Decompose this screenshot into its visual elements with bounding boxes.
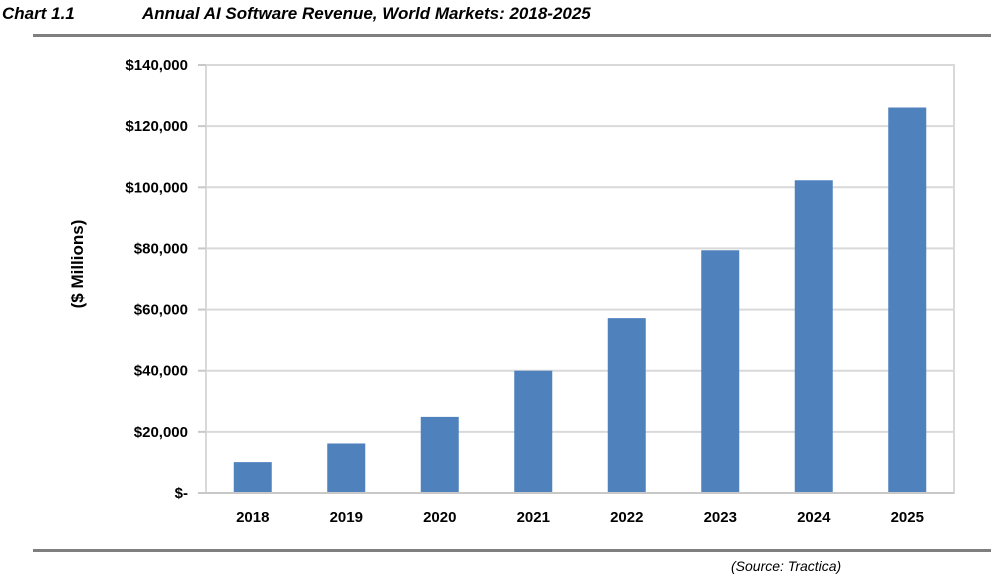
- y-tick-label: $100,000: [125, 179, 188, 196]
- bar-2023: [701, 250, 740, 493]
- bottom-divider: [33, 549, 991, 552]
- bar-2022: [607, 318, 646, 493]
- gridlines: [206, 64, 954, 433]
- y-tick-label: $40,000: [134, 363, 188, 380]
- y-tick-label: $120,000: [125, 118, 188, 135]
- x-tick-label: 2023: [704, 509, 737, 526]
- y-tick-label: $140,000: [125, 57, 188, 74]
- bar-2021: [514, 370, 553, 493]
- x-tick-label: 2025: [891, 509, 924, 526]
- x-tick-label: 2019: [330, 509, 363, 526]
- chart-number: Chart 1.1: [2, 4, 75, 23]
- bar-2025: [888, 107, 927, 493]
- plot-area-frame: [205, 64, 955, 494]
- top-divider: [33, 34, 991, 37]
- y-tick-label: $80,000: [134, 240, 188, 257]
- x-tick-label: 2022: [610, 509, 643, 526]
- y-tick-label: $-: [175, 485, 188, 502]
- x-tick-label: 2021: [517, 509, 550, 526]
- y-tick-label: $20,000: [134, 424, 188, 441]
- y-axis-ticks: $- $20,000 $40,000 $60,000 $80,000 $100,000 $1…: [125, 57, 206, 502]
- x-axis-ticks: 2018 2019 2020 2021 2022 2023 2024 2025: [236, 509, 924, 526]
- chart-title: Annual AI Software Revenue, World Market…: [142, 4, 591, 23]
- bar-2020: [420, 416, 459, 493]
- bar-2019: [327, 443, 366, 493]
- chart-header: Chart 1.1 Annual AI Software Revenue, Wo…: [0, 4, 997, 30]
- source-note: (Source: Tractica): [731, 558, 842, 574]
- x-tick-label: 2020: [423, 509, 456, 526]
- bar-2018: [233, 462, 272, 493]
- x-tick-label: 2018: [236, 509, 269, 526]
- y-axis-label: ($ Millions): [68, 220, 87, 309]
- bar-chart: $- $20,000 $40,000 $60,000 $80,000 $100,000 $1…: [68, 57, 955, 526]
- bar-2024: [794, 180, 833, 494]
- x-tick-label: 2024: [797, 509, 831, 526]
- y-tick-label: $60,000: [134, 302, 188, 319]
- bars: [233, 107, 927, 494]
